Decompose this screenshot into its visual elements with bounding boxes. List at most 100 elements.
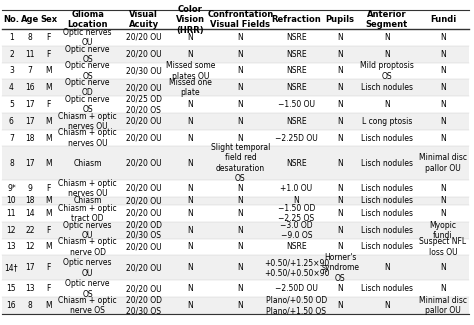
Text: N: N [440, 33, 446, 42]
Text: 12: 12 [7, 226, 16, 235]
Text: N: N [384, 100, 390, 109]
Text: Lisch nodules: Lisch nodules [361, 196, 413, 205]
Text: N: N [237, 83, 243, 92]
Text: 20/20 OU: 20/20 OU [126, 33, 162, 42]
Text: N: N [337, 100, 343, 109]
Text: N: N [384, 264, 390, 272]
Text: N: N [440, 134, 446, 143]
Text: Optic nerves
OU: Optic nerves OU [64, 28, 112, 47]
Text: N: N [440, 264, 446, 272]
Text: 20/20 OU: 20/20 OU [126, 209, 162, 218]
Text: NSRE: NSRE [286, 83, 307, 92]
Text: Lisch nodules: Lisch nodules [361, 134, 413, 143]
Text: N: N [337, 33, 343, 42]
Text: NSRE: NSRE [286, 33, 307, 42]
Text: 8: 8 [9, 159, 14, 168]
Bar [2, 46, 469, 63]
Bar [2, 222, 469, 239]
Text: N: N [188, 100, 193, 109]
Bar [2, 79, 469, 96]
Text: 11: 11 [7, 209, 16, 218]
Text: N: N [337, 159, 343, 168]
Text: N: N [188, 264, 193, 272]
Text: 10: 10 [7, 196, 16, 205]
Text: 20/20 OU: 20/20 OU [126, 134, 162, 143]
Text: Refraction: Refraction [272, 15, 321, 24]
Text: N: N [188, 209, 193, 218]
Text: Myopic
fundi: Myopic fundi [429, 221, 456, 240]
Text: Suspect NFL
loss OU: Suspect NFL loss OU [419, 237, 466, 257]
Text: N: N [440, 117, 446, 126]
Bar [2, 180, 469, 197]
Text: Anterior
Segment: Anterior Segment [366, 10, 408, 29]
Text: Chiasm + optic
tract OD: Chiasm + optic tract OD [58, 204, 117, 223]
Text: N: N [237, 209, 243, 218]
Text: Lisch nodules: Lisch nodules [361, 184, 413, 193]
Text: 18: 18 [25, 196, 35, 205]
Text: N: N [188, 134, 193, 143]
Text: N: N [237, 242, 243, 252]
Text: N: N [440, 50, 446, 59]
Text: N: N [337, 209, 343, 218]
Text: M: M [46, 117, 52, 126]
Text: N: N [440, 184, 446, 193]
Text: 20/20 OD
20/30 OS: 20/20 OD 20/30 OS [126, 221, 162, 240]
Text: N: N [384, 50, 390, 59]
Bar [2, 280, 469, 297]
Text: NSRE: NSRE [286, 159, 307, 168]
Text: 14†: 14† [5, 264, 18, 272]
Bar [2, 297, 469, 314]
Text: N: N [188, 184, 193, 193]
Text: NSRE: NSRE [286, 117, 307, 126]
Text: Visual
Acuity: Visual Acuity [129, 10, 159, 29]
Text: 18: 18 [25, 134, 35, 143]
Text: N: N [440, 284, 446, 293]
Text: 9: 9 [27, 184, 33, 193]
Text: N: N [188, 301, 193, 310]
Text: Lisch nodules: Lisch nodules [361, 83, 413, 92]
Text: Plano/+0.50 OD
Plano/+1.50 OS: Plano/+0.50 OD Plano/+1.50 OS [266, 296, 327, 315]
Text: 20/20 OU: 20/20 OU [126, 284, 162, 293]
Text: Glioma
Location: Glioma Location [67, 10, 108, 29]
Text: M: M [46, 159, 52, 168]
Text: 3: 3 [9, 67, 14, 75]
Text: N: N [237, 301, 243, 310]
Text: 8: 8 [27, 301, 32, 310]
Text: Chiasm + optic
nerve OS: Chiasm + optic nerve OS [58, 296, 117, 315]
Text: 8: 8 [27, 33, 32, 42]
Text: N: N [440, 67, 446, 75]
Bar [2, 96, 469, 113]
Text: F: F [46, 184, 51, 193]
Text: 14: 14 [25, 209, 35, 218]
Text: N: N [337, 184, 343, 193]
Text: Chiasm + optic
nerves OU: Chiasm + optic nerves OU [58, 128, 117, 148]
Text: N: N [188, 226, 193, 235]
Text: 6: 6 [9, 117, 14, 126]
Text: N: N [337, 67, 343, 75]
Text: Optic nerve
OS: Optic nerve OS [65, 61, 110, 81]
Text: Optic nerve
OS: Optic nerve OS [65, 279, 110, 299]
Text: 12: 12 [25, 242, 35, 252]
Text: N: N [237, 50, 243, 59]
Text: 20/20 OU: 20/20 OU [126, 242, 162, 252]
Text: N: N [237, 67, 243, 75]
Text: −1.50 OU: −1.50 OU [278, 100, 315, 109]
Text: N: N [188, 242, 193, 252]
Text: N: N [337, 242, 343, 252]
Text: Missed some
plates OU: Missed some plates OU [166, 61, 215, 81]
Text: 17: 17 [25, 117, 35, 126]
Text: N: N [237, 184, 243, 193]
Bar [2, 205, 469, 222]
Text: M: M [46, 209, 52, 218]
Text: N: N [293, 196, 300, 205]
Text: Horner's
syndrome
OS: Horner's syndrome OS [321, 253, 359, 283]
Text: Missed one
plate: Missed one plate [169, 78, 212, 98]
Text: N: N [337, 134, 343, 143]
Text: N: N [440, 196, 446, 205]
Text: Sex: Sex [40, 15, 57, 24]
Text: N: N [188, 50, 193, 59]
Text: N: N [237, 226, 243, 235]
Text: 16: 16 [25, 83, 35, 92]
Text: Chiasm: Chiasm [73, 159, 102, 168]
Text: N: N [188, 33, 193, 42]
